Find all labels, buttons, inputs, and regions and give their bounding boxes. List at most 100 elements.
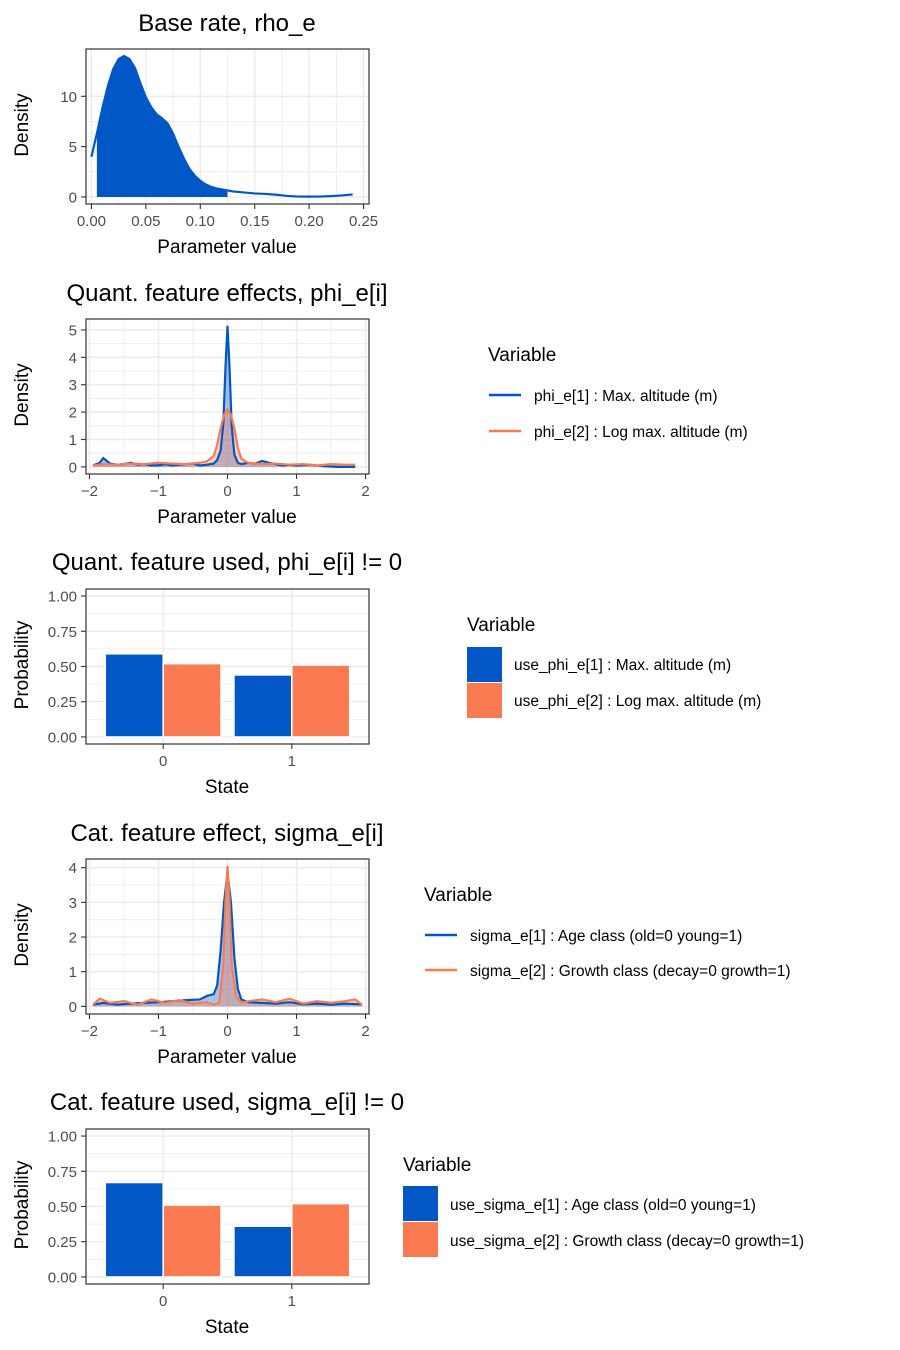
plot-area: 0 5 10 0.00 0.05 0.10 0.15 0.20 0.25 [60,48,378,230]
y-axis-label: Density [12,93,33,157]
legend-key-swatch [403,1186,438,1221]
legend: Variable sigma_e[1] : Age class (old=0 y… [424,885,790,980]
x-tick-label: 2 [361,1023,369,1040]
legend-label: use_phi_e[2] : Log max. altitude (m) [514,693,761,710]
bar-series-2-state-1 [291,1202,351,1278]
chart-title: Base rate, rho_e [138,10,315,37]
x-tick-label: 0.20 [295,213,324,230]
x-tick-label: 0 [223,483,231,500]
y-axis-label: Probability [12,620,33,709]
y-tick-label: 0.25 [48,1234,77,1251]
y-tick-label: 0.75 [48,1164,77,1181]
x-tick-label: −1 [150,1023,167,1040]
y-tick-label: 0 [69,189,77,206]
y-tick-label: 10 [60,89,77,106]
y-tick-label: 0.25 [48,694,77,711]
density-shaded-area [96,56,228,197]
panel-cat-effect: Cat. feature effect, sigma_e[i] Density … [12,820,790,1068]
density-line [90,54,353,198]
x-axis-label: Parameter value [157,1047,296,1068]
y-tick-label: 3 [69,377,77,394]
chart-title: Cat. feature effect, sigma_e[i] [70,820,383,847]
density-area-series-1 [92,872,363,1007]
bar-series-2-state-1 [291,664,351,738]
y-tick-label: 0.50 [48,1199,77,1216]
x-tick-label: 0 [159,1293,167,1310]
panel-border [85,858,370,1015]
x-tick-label: 1 [288,753,296,770]
x-tick-label: 0.15 [240,213,269,230]
panel-border [85,48,370,205]
legend-key-swatch [467,683,502,718]
y-tick-label: 1 [69,964,77,981]
bar-series-2-state-0 [162,1204,222,1278]
x-tick-label: 0.05 [131,213,160,230]
x-tick-label: −2 [81,1023,98,1040]
x-tick-label: 0.10 [186,213,215,230]
legend: Variable phi_e[1] : Max. altitude (m) ph… [488,345,748,441]
panel-border [85,318,370,475]
legend-label: use_sigma_e[1] : Age class (old=0 young=… [450,1197,756,1214]
plot-area: 0.00 0.25 0.50 0.75 1.00 0 1 [48,588,370,770]
x-tick-label: −1 [150,483,167,500]
y-tick-label: 0.50 [48,659,77,676]
panel-base-rate: Base rate, rho_e Density Parameter value… [12,10,378,258]
y-tick-label: 0.00 [48,729,77,746]
x-axis-label: State [205,777,249,798]
legend-label: sigma_e[1] : Age class (old=0 young=1) [470,928,742,945]
y-tick-label: 0 [69,459,77,476]
density-area-series-2 [92,409,356,467]
x-tick-label: 1 [288,1293,296,1310]
legend-key-swatch [403,1222,438,1257]
x-axis-label: Parameter value [157,237,296,258]
panel-border [85,1128,370,1285]
legend: Variable use_phi_e[1] : Max. altitude (m… [467,615,761,718]
x-tick-label: 1 [292,483,300,500]
legend-title: Variable [424,885,492,906]
x-tick-label: −2 [81,483,98,500]
panel-border [85,588,370,745]
x-tick-label: 1 [292,1023,300,1040]
x-tick-label: 0 [223,1023,231,1040]
legend-title: Variable [488,345,556,366]
legend-label: use_phi_e[1] : Max. altitude (m) [514,657,731,674]
y-axis-label: Probability [12,1160,33,1249]
x-tick-label: 0 [159,753,167,770]
bar-series-1-state-0 [104,653,164,738]
y-tick-label: 1.00 [48,589,77,606]
y-tick-label: 5 [69,322,77,339]
y-tick-label: 4 [69,350,77,367]
legend: Variable use_sigma_e[1] : Age class (old… [403,1155,804,1257]
density-line-series-2 [92,407,356,467]
y-axis-label: Density [12,363,33,427]
panel-quant-used: Quant. feature used, phi_e[i] != 0 Proba… [12,549,761,798]
bar-series-2-state-0 [162,662,222,738]
legend-key-swatch [467,647,502,682]
y-tick-label: 1 [69,432,77,449]
chart-title: Quant. feature used, phi_e[i] != 0 [52,549,402,576]
y-axis-label: Density [12,903,33,967]
legend-label: use_sigma_e[2] : Growth class (decay=0 g… [450,1233,804,1250]
y-tick-label: 4 [69,860,77,877]
chart-title: Cat. feature used, sigma_e[i] != 0 [50,1089,404,1116]
panel-cat-used: Cat. feature used, sigma_e[i] != 0 Proba… [12,1089,804,1338]
x-axis-label: State [205,1317,249,1338]
density-area-series-1 [92,325,356,467]
legend-title: Variable [467,615,535,636]
y-tick-label: 3 [69,895,77,912]
legend-label: sigma_e[2] : Growth class (decay=0 growt… [470,963,790,980]
y-tick-label: 2 [69,405,77,422]
density-line-series-2 [92,865,363,1006]
legend-label: phi_e[2] : Log max. altitude (m) [534,424,748,441]
x-tick-label: 0.00 [77,213,106,230]
y-tick-label: 5 [69,139,77,156]
x-axis-label: Parameter value [157,507,296,528]
panel-quant-effects: Quant. feature effects, phi_e[i] Density… [12,280,748,528]
density-area-series-2 [92,865,363,1007]
legend-label: phi_e[1] : Max. altitude (m) [534,388,718,405]
chart-title: Quant. feature effects, phi_e[i] [66,280,387,307]
x-tick-label: 0.25 [349,213,378,230]
y-tick-label: 0.75 [48,624,77,641]
plot-area: 0 1 2 3 4 −2 −1 0 1 2 [69,858,370,1040]
